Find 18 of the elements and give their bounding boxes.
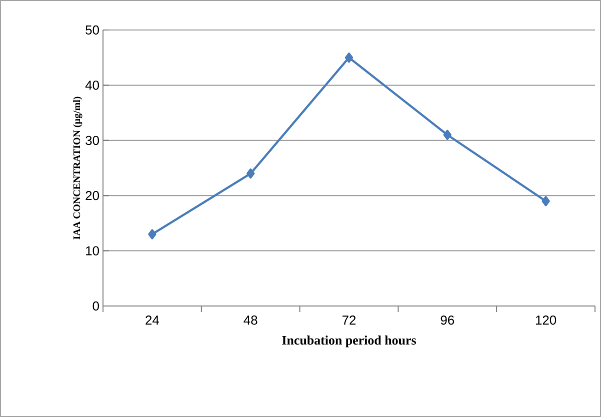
point — [443, 130, 452, 140]
point — [344, 52, 354, 63]
y-tick-label: 10 — [86, 246, 99, 256]
y-tick-label: 50 — [86, 25, 99, 35]
point — [542, 196, 550, 206]
x-tick-label: 72 — [342, 316, 356, 325]
x-tick-label: 48 — [244, 316, 258, 325]
y-tick-label: 30 — [86, 136, 99, 145]
y-tick-label: 40 — [85, 80, 99, 90]
x-tick-label: 120 — [536, 316, 556, 325]
y-tick-label: 0 — [92, 301, 99, 311]
x-tick-label: 96 — [440, 316, 454, 325]
point — [246, 168, 255, 179]
point — [148, 229, 156, 240]
y-tick-label: 20 — [86, 191, 99, 200]
x-tick-label: 24 — [146, 316, 160, 325]
x-axis-title: Incubation period hours — [282, 336, 416, 348]
y-axis-title: IAA CONCENTRATION (µg/ml) — [73, 96, 82, 240]
